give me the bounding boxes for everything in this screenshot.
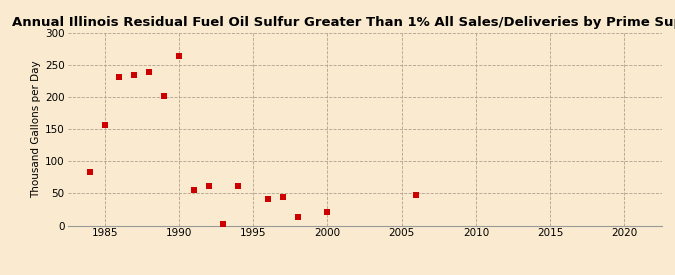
Point [173,54,184,58]
Point [129,73,140,78]
Point [218,221,229,226]
Point [263,197,273,201]
Point [114,75,125,79]
Point [277,194,288,199]
Point [233,183,244,188]
Point [188,188,199,192]
Y-axis label: Thousand Gallons per Day: Thousand Gallons per Day [31,60,40,198]
Point [292,214,303,219]
Title: Annual Illinois Residual Fuel Oil Sulfur Greater Than 1% All Sales/Deliveries by: Annual Illinois Residual Fuel Oil Sulfur… [11,16,675,29]
Point [411,192,422,197]
Point [84,169,95,174]
Point [322,210,333,214]
Point [159,94,169,98]
Point [203,183,214,188]
Point [144,69,155,74]
Point [99,123,110,127]
